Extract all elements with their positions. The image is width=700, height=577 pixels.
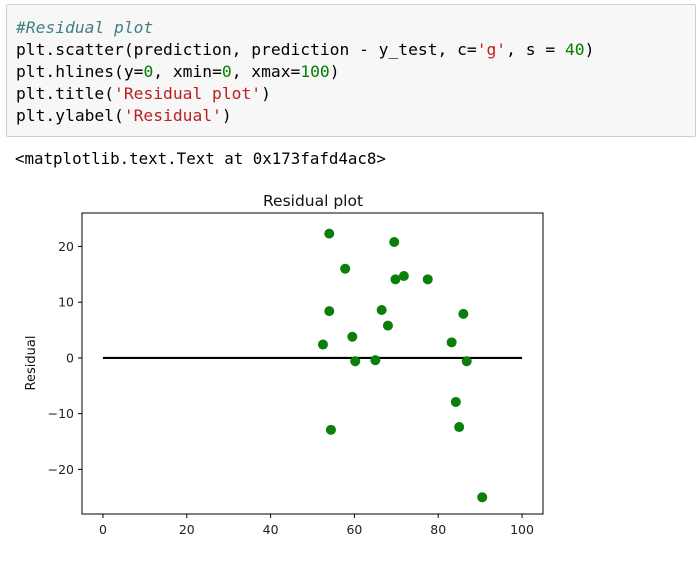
code-token: 100 (300, 62, 330, 81)
x-tick-label: 80 (430, 522, 446, 537)
scatter-point (370, 355, 381, 366)
y-tick-label: −10 (48, 406, 74, 421)
scatter-points (317, 228, 488, 503)
code-token: 0 (221, 62, 232, 81)
x-tick-label: 60 (346, 522, 362, 537)
x-tick-label: 20 (179, 522, 195, 537)
y-tick-label: 0 (66, 350, 74, 365)
scatter-point (340, 263, 351, 274)
y-axis-label: Residual (24, 336, 39, 391)
scatter-point (347, 331, 358, 342)
scatter-point (350, 356, 361, 367)
scatter-point (458, 308, 469, 319)
scatter-point (422, 274, 433, 285)
code-line: plt.scatter(prediction, prediction - y_t… (16, 39, 594, 61)
code-line: plt.title('Residual plot') (16, 83, 271, 105)
scatter-point (376, 304, 387, 315)
code-line: #Residual plot (16, 17, 153, 39)
code-token: plt.hlines(y= (16, 62, 144, 81)
scatter-point (389, 236, 400, 247)
code-token: ) (261, 84, 271, 103)
code-token: plt.title( (16, 84, 115, 103)
scatter-point (477, 492, 488, 503)
y-tick-label: 20 (58, 239, 74, 254)
scatter-point (325, 424, 336, 435)
chart-title: Residual plot (263, 192, 363, 210)
scatter-point (382, 320, 393, 331)
code-token: , xmax= (231, 62, 301, 81)
y-tick-label: 10 (58, 295, 74, 310)
scatter-point (454, 422, 465, 433)
code-token: 'Residual plot' (114, 84, 262, 103)
code-token: 'Residual' (123, 106, 222, 125)
code-token: , xmin= (153, 62, 222, 81)
scatter-point (446, 337, 457, 348)
plot-area-frame (81, 212, 544, 515)
code-line: plt.ylabel('Residual') (16, 105, 232, 127)
code-token: plt.scatter(prediction, prediction - y_t… (16, 40, 477, 59)
code-token: 'g' (476, 40, 507, 59)
cell-output-text: <matplotlib.text.Text at 0x173fafd4ac8> (15, 149, 386, 168)
code-token: , s = (506, 40, 565, 59)
y-axis: −20 −10 0 10 20 (48, 239, 82, 477)
scatter-point (390, 274, 401, 285)
code-token: ) (221, 106, 232, 125)
code-token: plt.ylabel( (16, 106, 124, 125)
code-line: plt.hlines(y=0, xmin=0, xmax=100) (16, 61, 340, 83)
code-token: ) (329, 62, 340, 81)
residual-plot-figure: Residual plot 0 20 40 60 80 100 −20 −10 0 10 20 R… (0, 180, 560, 554)
code-token: 40 (564, 40, 585, 59)
scatter-point (398, 270, 409, 281)
code-cell[interactable]: #Residual plot plt.scatter(prediction, pr… (6, 4, 696, 137)
x-tick-label: 40 (263, 522, 279, 537)
y-tick-label: −20 (48, 462, 74, 477)
x-tick-label: 0 (99, 522, 107, 537)
code-token: 0 (143, 62, 154, 81)
code-token: ) (584, 40, 595, 59)
x-tick-label: 100 (510, 522, 534, 537)
scatter-point (317, 339, 328, 350)
scatter-point (324, 228, 335, 239)
scatter-point (324, 306, 335, 317)
code-token: #Residual plot (16, 18, 154, 37)
scatter-point (461, 356, 472, 367)
scatter-point (450, 396, 461, 407)
residual-scatter-chart: Residual plot 0 20 40 60 80 100 −20 −10 0 10 20 R… (24, 192, 544, 537)
x-axis: 0 20 40 60 80 100 (99, 514, 534, 537)
